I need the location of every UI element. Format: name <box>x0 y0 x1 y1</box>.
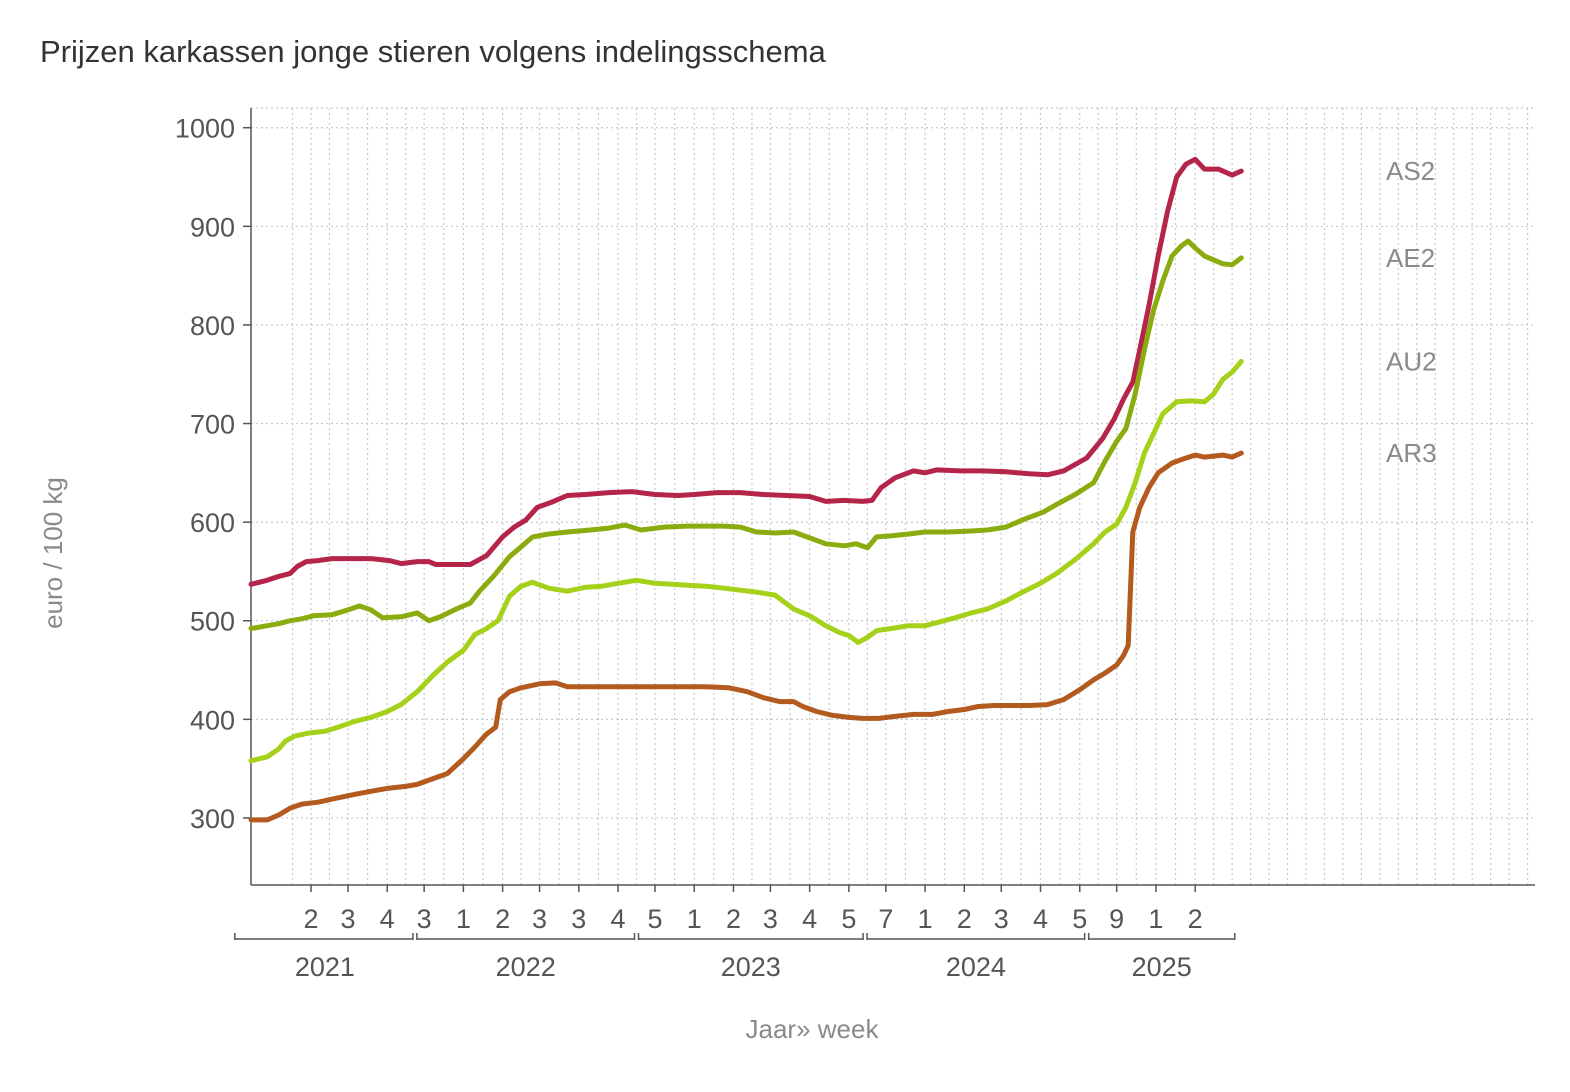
y-tick-label: 300 <box>190 804 235 834</box>
week-tick-label: 9 <box>1109 904 1124 934</box>
week-tick-label: 2 <box>957 904 972 934</box>
x-axis-label: Jaar» week <box>746 1014 880 1044</box>
week-tick-label: 5 <box>841 904 856 934</box>
week-tick-label: 4 <box>380 904 395 934</box>
week-tick-label: 1 <box>918 904 933 934</box>
week-tick-label: 3 <box>763 904 778 934</box>
week-tick-label: 4 <box>802 904 817 934</box>
year-label: 2024 <box>946 952 1006 982</box>
week-tick-label: 2 <box>1188 904 1203 934</box>
series-line-au2 <box>248 358 1244 764</box>
series-label-ae2: AE2 <box>1386 243 1435 273</box>
series-line-as2 <box>248 156 1244 587</box>
week-tick-label: 3 <box>340 904 355 934</box>
week-tick-label: 2 <box>304 904 319 934</box>
gridlines <box>251 107 1535 885</box>
week-tick-label: 7 <box>878 904 893 934</box>
series-label-as2: AS2 <box>1386 156 1435 186</box>
week-tick-label: 1 <box>1148 904 1163 934</box>
series-label-au2: AU2 <box>1386 346 1437 376</box>
week-tick-label: 1 <box>456 904 471 934</box>
series-lines <box>248 156 1244 823</box>
week-tick-label: 5 <box>1072 904 1087 934</box>
chart-title: Prijzen karkassen jonge stieren volgens … <box>40 34 826 69</box>
y-tick-label: 600 <box>190 508 235 538</box>
week-tick-label: 2 <box>495 904 510 934</box>
y-tick-label: 1000 <box>175 114 235 144</box>
y-axis-label: euro / 100 kg <box>38 477 68 629</box>
week-tick-label: 3 <box>994 904 1009 934</box>
y-tick-label: 400 <box>190 705 235 735</box>
axes <box>234 108 1535 940</box>
y-tick-label: 500 <box>190 607 235 637</box>
series-line-ar3 <box>248 450 1244 823</box>
week-tick-label: 3 <box>417 904 432 934</box>
week-tick-label: 5 <box>647 904 662 934</box>
year-label: 2022 <box>496 952 556 982</box>
series-line-ae2 <box>248 238 1244 632</box>
year-label: 2023 <box>721 952 781 982</box>
y-tick-label: 900 <box>190 212 235 242</box>
week-tick-label: 3 <box>532 904 547 934</box>
y-tick-label: 800 <box>190 311 235 341</box>
week-tick-label: 3 <box>571 904 586 934</box>
series-label-ar3: AR3 <box>1386 438 1437 468</box>
week-tick-label: 2 <box>726 904 741 934</box>
year-label: 2025 <box>1132 952 1192 982</box>
week-tick-label: 4 <box>611 904 626 934</box>
year-label: 2021 <box>295 952 355 982</box>
y-tick-label: 700 <box>190 410 235 440</box>
week-tick-label: 4 <box>1033 904 1048 934</box>
week-tick-label: 1 <box>687 904 702 934</box>
